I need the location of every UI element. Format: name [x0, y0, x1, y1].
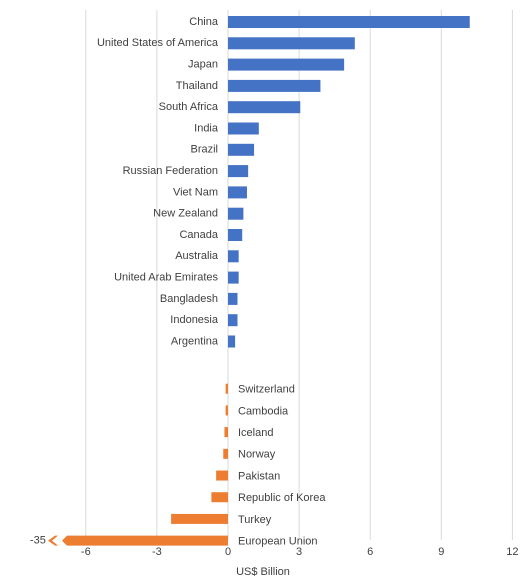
category-label: Cambodia: [238, 405, 289, 417]
category-label: Australia: [175, 250, 219, 262]
bar: [225, 383, 228, 394]
x-tick-label: 6: [367, 546, 373, 558]
category-label: United Arab Emirates: [114, 272, 218, 284]
bar: [228, 335, 236, 348]
bar: [228, 186, 247, 199]
category-label: Japan: [188, 59, 218, 71]
category-label: Republic of Korea: [238, 492, 326, 504]
category-label: Norway: [238, 449, 276, 461]
bar: [228, 58, 345, 71]
category-label: New Zealand: [153, 208, 218, 220]
bar: [228, 143, 255, 156]
bar: [225, 405, 228, 416]
category-label: South Africa: [159, 101, 219, 113]
bar: [228, 79, 321, 92]
category-label: Argentina: [171, 335, 219, 347]
bar: [228, 165, 249, 178]
bar: [228, 314, 238, 327]
bar: [228, 16, 470, 28]
x-tick-label: 3: [296, 546, 302, 558]
category-label: Bangladesh: [160, 293, 218, 305]
x-axis-label: US$ Billion: [236, 566, 290, 578]
bar: [228, 122, 259, 135]
category-label: Pakistan: [238, 470, 280, 482]
bar: [224, 427, 228, 438]
bar: [228, 292, 238, 305]
axis-break-end: [48, 535, 58, 546]
bar: [216, 470, 228, 481]
bar: [228, 250, 239, 263]
x-tick-label: -6: [81, 546, 91, 558]
category-label: Iceland: [238, 427, 273, 439]
bar: [228, 37, 355, 50]
bar: [223, 448, 228, 459]
category-label: European Union: [238, 536, 318, 548]
bar: [50, 535, 228, 546]
bar: [228, 207, 244, 220]
x-tick-label: 0: [225, 546, 231, 558]
data-label: -35: [30, 535, 46, 547]
category-label: Canada: [179, 229, 218, 241]
category-label: Indonesia: [170, 314, 219, 326]
x-tick-label: 12: [506, 546, 518, 558]
bar: [211, 492, 228, 503]
category-label: Turkey: [238, 514, 272, 526]
category-label: Switzerland: [238, 384, 295, 396]
x-tick-label: 9: [438, 546, 444, 558]
category-label: China: [189, 16, 219, 28]
category-label: India: [194, 122, 219, 134]
category-label: Thailand: [176, 80, 218, 92]
category-label: Viet Nam: [173, 186, 218, 198]
bar: [228, 271, 239, 284]
bar: [171, 513, 228, 524]
category-label: Brazil: [190, 144, 218, 156]
bar: [228, 101, 301, 114]
category-label: United States of America: [97, 37, 219, 49]
bar: [228, 229, 243, 241]
category-label: Russian Federation: [123, 165, 218, 177]
x-tick-label: -3: [152, 546, 162, 558]
